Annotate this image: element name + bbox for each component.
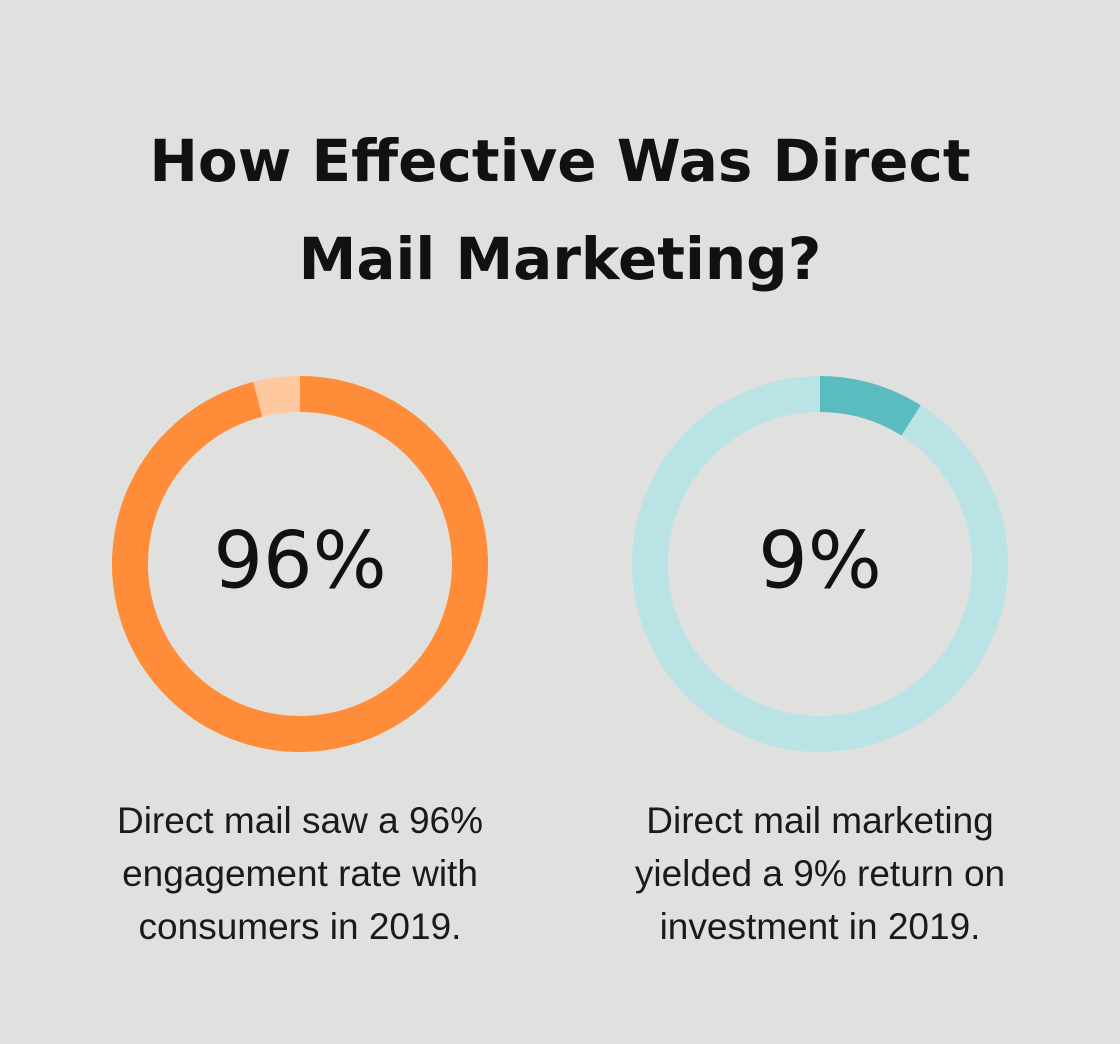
value-label: 9% xyxy=(758,516,882,606)
donut-arc xyxy=(819,376,921,436)
title: How Effective Was Direct Mail Marketing? xyxy=(149,127,971,293)
caption: Direct mail saw a 96% engagement rate wi… xyxy=(116,800,483,947)
value-label: 96% xyxy=(213,516,386,606)
donut-arc xyxy=(112,376,488,752)
caption: Direct mail marketing yielded a 9% retur… xyxy=(634,800,1006,947)
